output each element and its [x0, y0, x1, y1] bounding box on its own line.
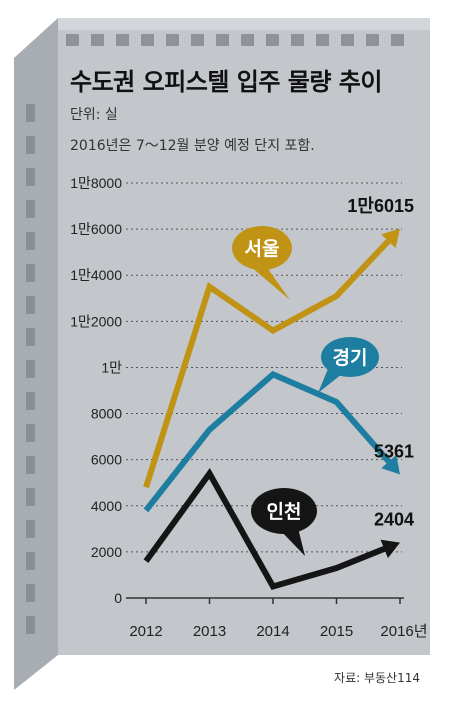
side-window	[26, 104, 35, 122]
bubble-tail-인천	[280, 528, 305, 556]
roof-window	[341, 34, 354, 46]
axes: 2012 2013 2014 2015 2016년	[126, 597, 428, 640]
series-name-경기: 경기	[333, 347, 368, 369]
side-window	[26, 552, 35, 570]
side-window	[26, 200, 35, 218]
y-tick-label: 1만8000	[70, 175, 122, 191]
roof-window	[191, 34, 204, 46]
roof-window	[116, 34, 129, 46]
x-tick-label: 2014	[256, 623, 289, 640]
series-name-서울: 서울	[245, 238, 280, 260]
roof-window	[141, 34, 154, 46]
y-tick-label: 1만4000	[70, 267, 122, 283]
side-window	[26, 264, 35, 282]
bubble-서울	[232, 226, 292, 270]
series-lines	[143, 228, 400, 591]
side-windows	[26, 104, 35, 634]
series-arrowhead-서울	[381, 228, 400, 248]
y-tick-label: 6000	[91, 452, 122, 468]
bubble-tail-서울	[250, 266, 290, 300]
building-side-face	[14, 18, 430, 690]
bubble-인천	[251, 488, 317, 534]
side-window	[26, 392, 35, 410]
y-tick-label: 2000	[91, 544, 122, 560]
roof-window	[166, 34, 179, 46]
roof-window	[216, 34, 229, 46]
building-roof	[58, 18, 430, 30]
series-line-경기	[143, 370, 396, 513]
data-labels: 1만6015 5361 2404	[347, 196, 414, 530]
end-label-인천: 2404	[374, 510, 414, 530]
side-window	[26, 168, 35, 186]
gridlines: 0 2000 4000 6000 8000 1만 1만2000 1만4000 1만6000 1만8…	[70, 175, 402, 606]
x-tick-label: 2015	[320, 623, 353, 640]
side-window	[26, 296, 35, 314]
unit-label: 단위: 실	[70, 107, 118, 123]
bubble-경기	[321, 337, 379, 377]
roof-window	[266, 34, 279, 46]
series-arrowhead-인천	[380, 539, 400, 559]
side-window	[26, 616, 35, 634]
side-window	[26, 456, 35, 474]
side-window	[26, 360, 35, 378]
end-label-경기: 5361	[374, 441, 414, 461]
y-tick-label: 1만	[101, 359, 122, 375]
end-label-서울: 1만6015	[347, 196, 414, 216]
y-tick-label: 8000	[91, 406, 122, 422]
y-tick-label: 1만2000	[70, 313, 122, 329]
roof-window	[66, 34, 79, 46]
roof-window	[291, 34, 304, 46]
y-tick-label: 4000	[91, 498, 122, 514]
series-arrowhead-경기	[381, 455, 400, 475]
source-label: 자료: 부동산114	[334, 671, 420, 685]
roof-windows	[66, 34, 404, 46]
side-window	[26, 424, 35, 442]
series-line-인천	[143, 467, 392, 591]
x-tick-label: 2012	[129, 623, 162, 640]
side-window	[26, 328, 35, 346]
x-tick-label: 2013	[193, 623, 226, 640]
roof-window	[241, 34, 254, 46]
series-name-인천: 인천	[267, 501, 302, 523]
x-tick-label: 2016년	[380, 623, 427, 640]
side-window	[26, 488, 35, 506]
roof-window	[391, 34, 404, 46]
side-window	[26, 232, 35, 250]
series-line-서울	[143, 233, 396, 489]
chart-note: 2016년은 7～12월 분양 예정 단지 포함.	[70, 138, 315, 154]
roof-window	[316, 34, 329, 46]
y-tick-label: 0	[114, 590, 122, 606]
side-window	[26, 136, 35, 154]
side-window	[26, 584, 35, 602]
roof-window	[91, 34, 104, 46]
y-tick-label: 1만6000	[70, 221, 122, 237]
roof-window	[366, 34, 379, 46]
side-window	[26, 520, 35, 538]
chart-title: 수도권 오피스텔 입주 물량 추이	[70, 68, 382, 96]
